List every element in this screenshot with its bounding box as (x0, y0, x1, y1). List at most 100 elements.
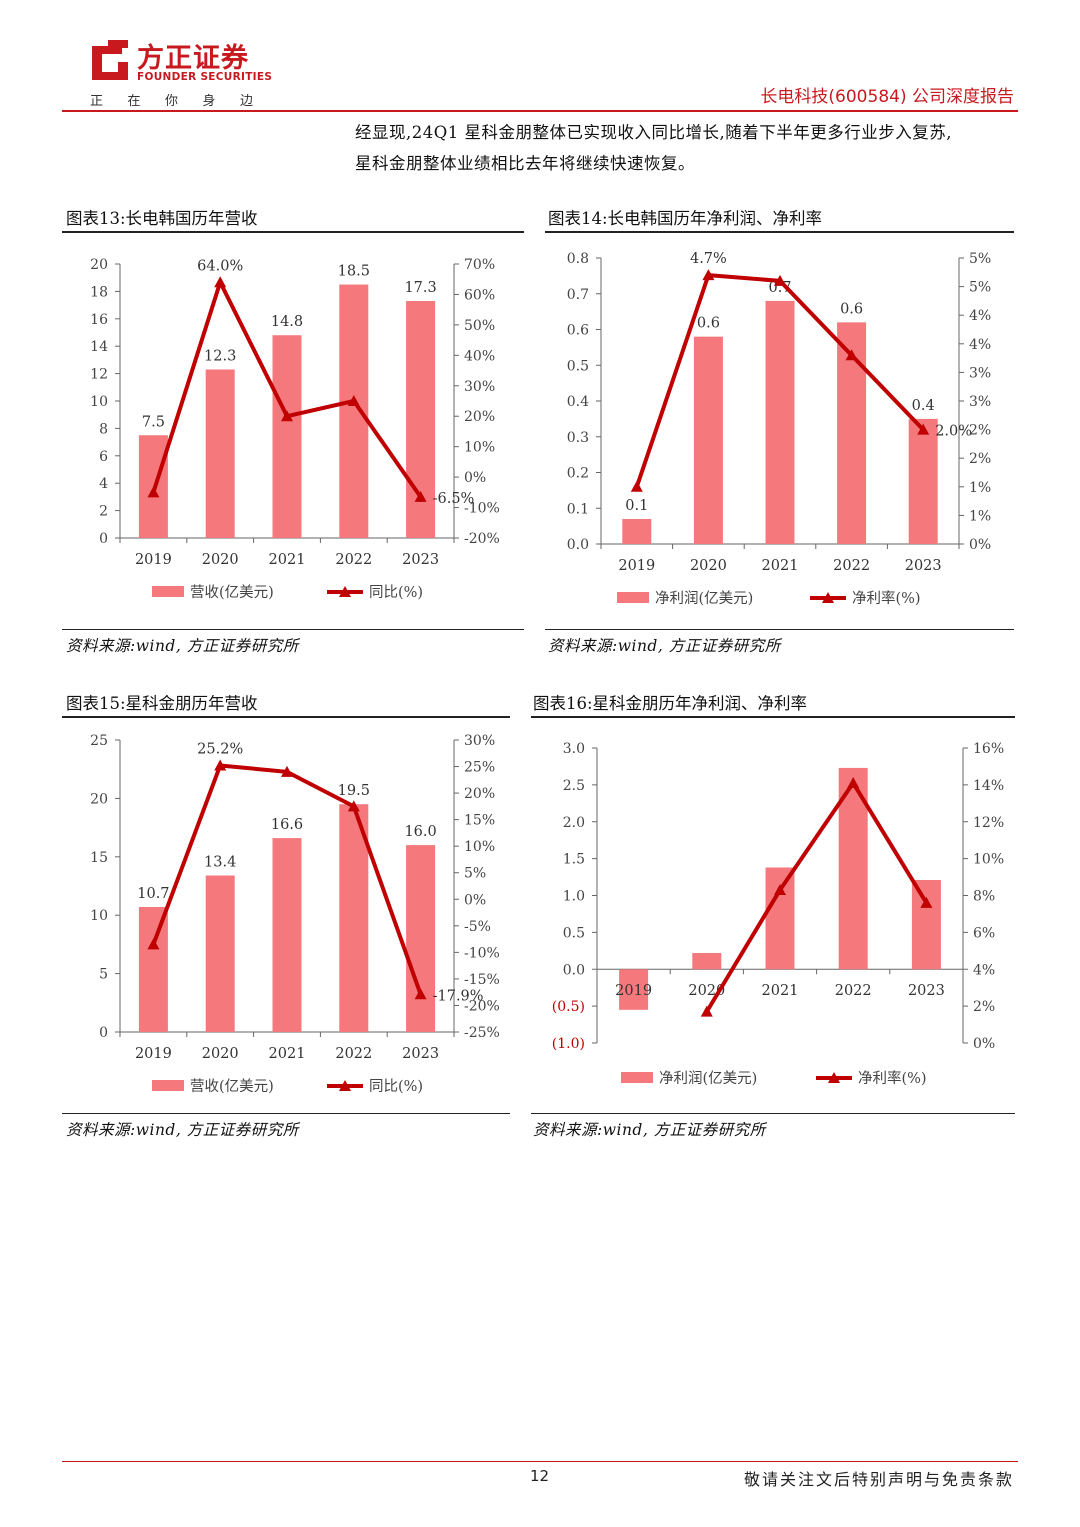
bar-data-label: 16.0 (404, 824, 436, 840)
bar-data-label: 0.7 (768, 280, 791, 296)
right-axis-tick-label: 60% (464, 287, 495, 303)
right-axis-tick-label: -20% (464, 531, 500, 547)
bar (272, 335, 302, 538)
legend-bar-label: 营收(亿美元) (190, 584, 274, 601)
line-data-label: -6.5% (433, 491, 475, 507)
x-axis-category-label: 2023 (402, 1046, 439, 1062)
left-axis-tick-label: 1.5 (563, 852, 585, 868)
intro-paragraph: 经显现,24Q1 星科金朋整体已实现收入同比增长,随着下半年更多行业步入复苏, … (355, 117, 1025, 179)
right-axis-tick-label: -10% (464, 945, 500, 961)
legend-bar-swatch (152, 1080, 184, 1091)
right-axis-tick-label: 0% (973, 1036, 995, 1052)
bar (692, 953, 722, 970)
chart-title-divider (545, 231, 1014, 233)
chart-source: 资料来源:wind, 方正证券研究所 (548, 637, 781, 655)
left-axis-tick-label: 0.5 (567, 358, 589, 374)
legend-bar-label: 净利润(亿美元) (655, 590, 753, 607)
bar-data-label: 0.4 (912, 398, 935, 414)
line-marker (630, 480, 643, 492)
chart-source-divider (62, 629, 524, 630)
right-axis-tick-label: 10% (464, 839, 495, 855)
left-axis-tick-label: 10 (90, 908, 108, 924)
logo-en: FOUNDER SECURITIES (137, 71, 273, 83)
right-axis-tick-label: 2% (973, 999, 995, 1015)
line-marker (147, 938, 160, 950)
legend-bar-label: 营收(亿美元) (190, 1078, 274, 1095)
right-axis-tick-label: 0% (969, 537, 991, 553)
right-axis-tick-label: 12% (973, 815, 1004, 831)
x-axis-category-label: 2023 (908, 983, 945, 999)
left-axis-tick-label: 20 (90, 791, 108, 807)
line-marker (147, 486, 160, 498)
chart-source-divider (531, 1113, 1015, 1114)
legend-bar-swatch (617, 592, 649, 603)
chart-title-divider (62, 716, 510, 718)
right-axis-tick-label: 10% (973, 852, 1004, 868)
right-axis-tick-label: 4% (973, 962, 995, 978)
line-marker (214, 276, 227, 288)
intro-line: 经显现,24Q1 星科金朋整体已实现收入同比增长,随着下半年更多行业步入复苏, (355, 123, 952, 142)
x-axis-category-label: 2019 (135, 552, 172, 568)
legend-line-marker (828, 1072, 840, 1083)
right-axis-tick-label: -10% (464, 501, 500, 517)
bar-data-label: 0.1 (625, 498, 648, 514)
intro-line: 星科金朋整体业绩相比去年将继续快速恢复。 (355, 154, 695, 173)
legend-line-label: 净利率(%) (852, 590, 921, 607)
legend-line-marker (339, 586, 351, 597)
left-axis-tick-label: 0.7 (567, 287, 589, 303)
line-marker (774, 883, 786, 895)
chart-15: 0 5 10 15 20 25 -25% -20% -15% -10% -5% 0% 5% 10% 15% 2… (90, 733, 500, 1095)
x-axis-category-label: 2020 (690, 558, 727, 574)
right-axis-tick-label: 0% (464, 470, 486, 486)
footer-disclaimer: 敬请关注文后特别声明与免责条款 (743, 1470, 1014, 1489)
line-data-label: 64.0% (197, 258, 243, 274)
x-axis-category-label: 2022 (833, 558, 870, 574)
founder-logo-icon (92, 40, 128, 80)
chart-16: (1.0) (0.5) 0.0 0.5 1.0 1.5 2.0 2.5 3.0 0% 2% 4% 6% 8… (552, 741, 1004, 1087)
line-marker (774, 274, 786, 286)
bar-data-label: 17.3 (404, 280, 436, 296)
right-axis-tick-label: 14% (973, 778, 1004, 794)
right-axis-tick-label: -5% (464, 919, 491, 935)
right-axis-tick-label: 16% (973, 741, 1004, 757)
left-axis-tick-label: 0.3 (567, 430, 589, 446)
legend-line-label: 同比(%) (369, 584, 423, 601)
report-title: 长电科技(600584) 公司深度报告 (760, 87, 1014, 107)
left-axis-tick-label: 15 (90, 850, 108, 866)
bar (138, 907, 168, 1032)
header-divider (62, 110, 1018, 112)
logo-cn: 方正证券 (137, 43, 249, 74)
left-axis-tick-label: 8 (99, 421, 108, 437)
left-axis-tick-label: 0.5 (563, 925, 585, 941)
x-axis-category-label: 2022 (335, 1046, 372, 1062)
left-axis-tick-label: 0.1 (567, 501, 589, 517)
right-axis-tick-label: 0% (464, 892, 486, 908)
slogan-char: 在 (127, 94, 141, 109)
right-axis-tick-label: -20% (464, 998, 500, 1014)
x-axis-category-label: 2019 (615, 983, 652, 999)
slogan-char: 边 (240, 94, 254, 109)
left-axis-tick-label: 0.0 (563, 962, 585, 978)
bar (693, 336, 723, 544)
bar (765, 300, 795, 544)
line-marker (414, 988, 427, 1000)
footer-divider (62, 1461, 1018, 1462)
left-axis-tick-label: 0.8 (567, 251, 589, 267)
chart-14: 0.0 0.1 0.2 0.3 0.4 0.5 0.6 0.7 0.8 0% 1% 1% 2% 2% 3% 3… (567, 251, 991, 607)
x-axis-category-label: 2021 (762, 558, 799, 574)
left-axis-tick-label: (0.5) (552, 999, 585, 1015)
right-axis-tick-label: 20% (464, 409, 495, 425)
bar (622, 518, 652, 544)
right-axis-tick-label: 3% (969, 394, 991, 410)
bar-data-label: 0.6 (840, 301, 863, 317)
legend-bar-label: 净利润(亿美元) (659, 1070, 757, 1087)
line-series (705, 781, 929, 1013)
chart-title-divider (62, 231, 524, 233)
chart-source-divider (545, 629, 1014, 630)
right-axis-tick-label: 8% (973, 889, 995, 905)
left-axis-tick-label: 5 (99, 967, 108, 983)
right-axis-tick-label: 25% (464, 760, 495, 776)
bar (911, 880, 941, 970)
bar-data-label: 19.5 (338, 783, 370, 799)
right-axis-tick-label: 40% (464, 348, 495, 364)
